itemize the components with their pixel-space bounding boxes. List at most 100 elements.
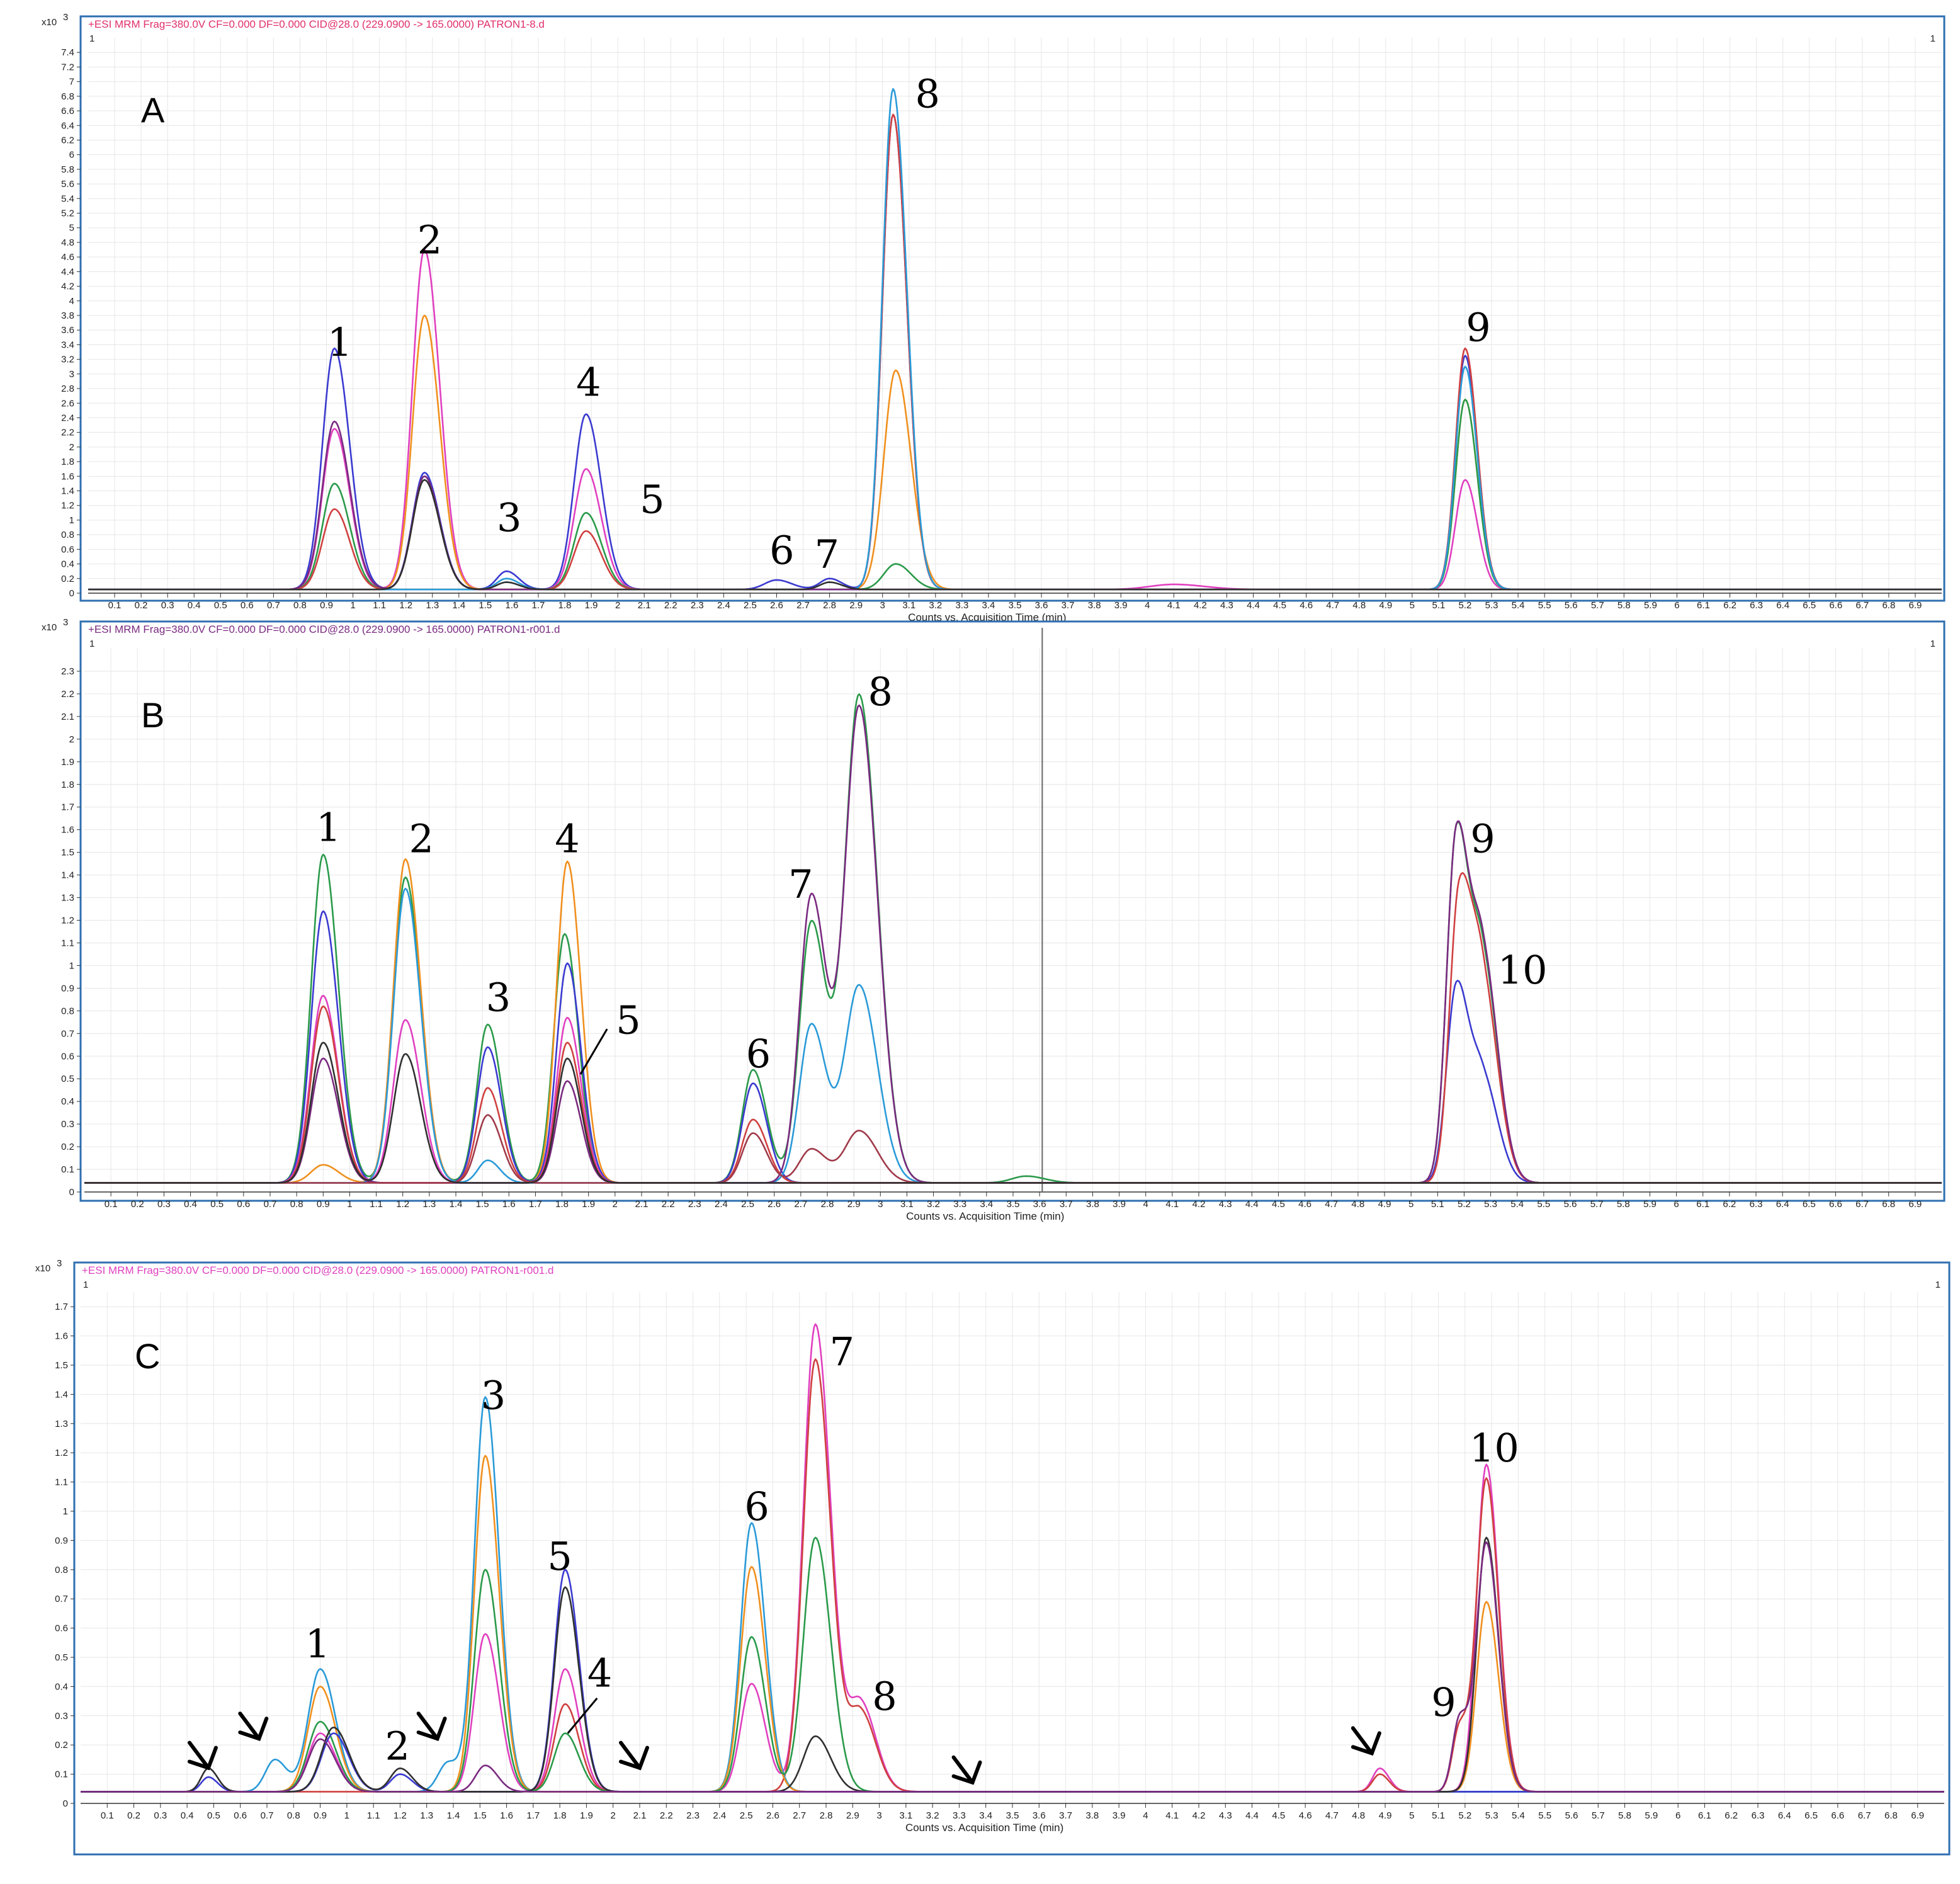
x-tick-label: 5.2 <box>1459 600 1472 611</box>
x-tick-label: 5.8 <box>1618 1810 1631 1821</box>
x-tick-label: 0.1 <box>108 600 122 611</box>
x-tick-label: 5.3 <box>1485 600 1498 611</box>
x-tick-label: 2.6 <box>770 600 783 611</box>
x-tick-label: 4.3 <box>1219 1810 1232 1821</box>
x-tick-label: 1.2 <box>399 600 412 611</box>
x-tick-label: 0.5 <box>210 1199 224 1210</box>
x-tick-label: 4.9 <box>1379 600 1392 611</box>
peak-label-9: 9 <box>1470 816 1495 862</box>
x-tick-label: 0.3 <box>157 1199 171 1210</box>
x-tick-label: 6.4 <box>1776 600 1789 611</box>
y-tick-label: 6.6 <box>61 106 74 116</box>
x-tick-label: 2.1 <box>638 600 651 611</box>
x-tick-label: 2.8 <box>821 1199 834 1210</box>
arrow-head <box>1351 1731 1381 1756</box>
x-tick-label: 4 <box>1143 1199 1148 1210</box>
series-line-8 <box>81 1541 1944 1793</box>
y-tick-label: 1.5 <box>55 1360 68 1371</box>
panel-frame <box>79 620 1946 1202</box>
x-axis-label: Counts vs. Acquisition Time (min) <box>906 1210 1064 1222</box>
panel-frame <box>79 15 1946 602</box>
x-tick-label: 0.8 <box>290 1199 303 1210</box>
arrow-marker <box>951 1755 982 1785</box>
y-tick-label: 7 <box>69 77 74 88</box>
x-tick-label: 4.7 <box>1325 1199 1338 1210</box>
x-tick-label: 6.8 <box>1882 600 1895 611</box>
y-exponent: 3 <box>63 617 68 628</box>
arrow-head <box>951 1760 982 1785</box>
x-tick-label: 6.6 <box>1829 1199 1842 1210</box>
x-tick-label: 5.2 <box>1458 1199 1471 1210</box>
y-tick-label: 1.2 <box>61 501 74 511</box>
y-tick-label: 7.2 <box>61 62 74 72</box>
chart-panel-b: +ESI MRM Frag=380.0V CF=0.000 DF=0.000 C… <box>42 617 1946 1222</box>
x-tick-label: 1.9 <box>582 1199 595 1210</box>
x-tick-label: 0.7 <box>264 1199 277 1210</box>
x-tick-label: 2.5 <box>740 1810 753 1821</box>
x-tick-label: 4.3 <box>1219 1199 1232 1210</box>
x-tick-label: 6.4 <box>1778 1810 1791 1821</box>
x-tick-label: 4.3 <box>1220 600 1233 611</box>
x-tick-label: 6.5 <box>1803 600 1816 611</box>
x-tick-label: 1.9 <box>580 1810 593 1821</box>
x-tick-label: 5.1 <box>1431 1199 1444 1210</box>
corner-label-left: 1 <box>83 1280 88 1290</box>
arrow-shaft <box>1351 1726 1374 1756</box>
x-tick-label: 1.5 <box>479 600 492 611</box>
y-tick-label: 2.2 <box>61 689 74 700</box>
x-tick-label: 3.7 <box>1059 1810 1072 1821</box>
x-tick-label: 4.1 <box>1165 1810 1179 1821</box>
x-tick-label: 4.4 <box>1245 1810 1259 1821</box>
y-tick-label: 2 <box>69 442 74 453</box>
x-tick-label: 1.1 <box>373 600 386 611</box>
x-tick-label: 1.4 <box>452 600 465 611</box>
y-tick-label: 1.2 <box>55 1448 68 1458</box>
peak-label-6: 6 <box>746 1031 771 1077</box>
corner-label-left: 1 <box>89 638 94 649</box>
x-tick-label: 3.5 <box>1006 1810 1019 1821</box>
x-tick-label: 1 <box>344 1810 349 1821</box>
y-tick-label: 1.7 <box>55 1302 68 1312</box>
x-tick-label: 5.9 <box>1645 1810 1658 1821</box>
y-tick-label: 0.4 <box>61 1096 74 1107</box>
x-tick-label: 4.4 <box>1247 600 1260 611</box>
y-tick-label: 1.1 <box>61 938 74 948</box>
y-tick-label: 3.8 <box>61 310 74 321</box>
y-tick-label: 6 <box>69 150 74 161</box>
x-tick-label: 3.3 <box>955 600 968 611</box>
peak-label-6: 6 <box>744 1484 769 1529</box>
x-tick-label: 4.2 <box>1192 1810 1206 1821</box>
x-tick-label: 2.3 <box>686 1810 700 1821</box>
y-tick-label: 0.6 <box>61 1051 74 1062</box>
x-tick-label: 3.1 <box>902 600 915 611</box>
x-tick-label: 2.2 <box>662 1199 675 1210</box>
x-tick-label: 3.6 <box>1033 1199 1046 1210</box>
arrow-head <box>187 1745 218 1771</box>
arrow-shaft <box>951 1755 975 1785</box>
x-tick-label: 4.6 <box>1300 600 1313 611</box>
leader-line <box>579 1028 608 1075</box>
x-tick-label: 3.8 <box>1088 600 1101 611</box>
x-tick-label: 1.6 <box>505 600 518 611</box>
y-tick-label: 4 <box>69 296 74 307</box>
y-tick-label: 2.4 <box>61 412 74 423</box>
y-tick-label: 0.3 <box>55 1711 68 1722</box>
x-tick-label: 1.3 <box>420 1810 433 1821</box>
leader-line <box>567 1697 598 1734</box>
x-tick-label: 6.2 <box>1725 1810 1738 1821</box>
y-tick-label: 0.1 <box>55 1769 68 1780</box>
x-tick-label: 4.2 <box>1192 1199 1206 1210</box>
arrow-marker <box>187 1740 218 1771</box>
y-tick-label: 1.5 <box>61 848 74 858</box>
y-tick-label: 2 <box>69 734 74 745</box>
x-tick-label: 0.1 <box>101 1810 114 1821</box>
x-tick-label: 6.3 <box>1752 1810 1765 1821</box>
x-tick-label: 6.8 <box>1884 1810 1898 1821</box>
y-tick-label: 1 <box>69 960 74 971</box>
x-tick-label: 4 <box>1143 1810 1148 1821</box>
x-tick-label: 2.3 <box>688 1199 701 1210</box>
peak-label-4: 4 <box>555 816 579 862</box>
x-tick-label: 1.4 <box>450 1199 463 1210</box>
peak-label-5: 5 <box>547 1533 572 1579</box>
